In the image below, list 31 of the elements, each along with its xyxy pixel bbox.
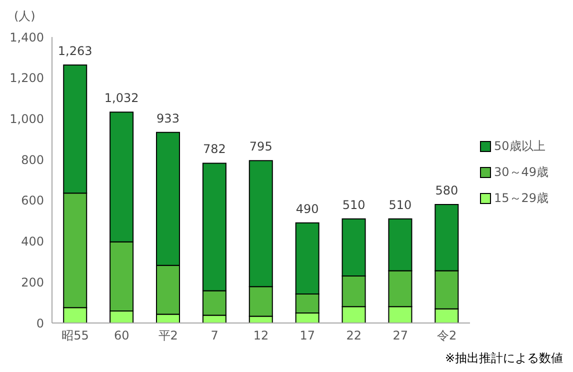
total-label: 782: [202, 142, 226, 156]
total-label: 490: [296, 202, 319, 216]
y-tick-label: 400: [21, 234, 44, 249]
x-tick-label: 平2: [158, 328, 178, 343]
total-label: 580: [435, 184, 458, 198]
y-tick-label: 600: [21, 194, 44, 208]
y-tick-label: 800: [21, 152, 44, 167]
x-tick-label: 60: [114, 328, 130, 343]
total-label: 1,032: [104, 91, 139, 106]
y-tick-label: 1,400: [10, 30, 44, 44]
x-tick-label: 令2: [436, 328, 457, 343]
text: ※抽出推計による数値: [444, 350, 563, 367]
legend-label: 15～29歳: [494, 190, 549, 207]
y-tick-label: 200: [21, 275, 44, 290]
x-tick-label: 17: [300, 328, 316, 343]
y-tick-label: 1,000: [10, 112, 44, 126]
y-tick-label: 0: [36, 316, 44, 330]
x-tick-label: 12: [253, 328, 269, 343]
total-label: 1,263: [58, 44, 92, 58]
x-tick-label: 7: [210, 328, 218, 343]
total-label: 510: [388, 198, 412, 212]
x-tick-label: 22: [346, 328, 362, 343]
legend-label: 50歳以上: [494, 138, 546, 155]
total-label: 510: [342, 198, 366, 212]
total-label: 933: [156, 111, 180, 126]
total-label: 795: [249, 140, 272, 154]
y-tick-label: 1,200: [10, 71, 44, 86]
x-tick-label: 27: [392, 328, 408, 343]
x-tick-label: 昭55: [62, 328, 89, 343]
legend-label: 30～49歳: [494, 164, 549, 181]
y-axis-title: (人): [14, 8, 36, 25]
